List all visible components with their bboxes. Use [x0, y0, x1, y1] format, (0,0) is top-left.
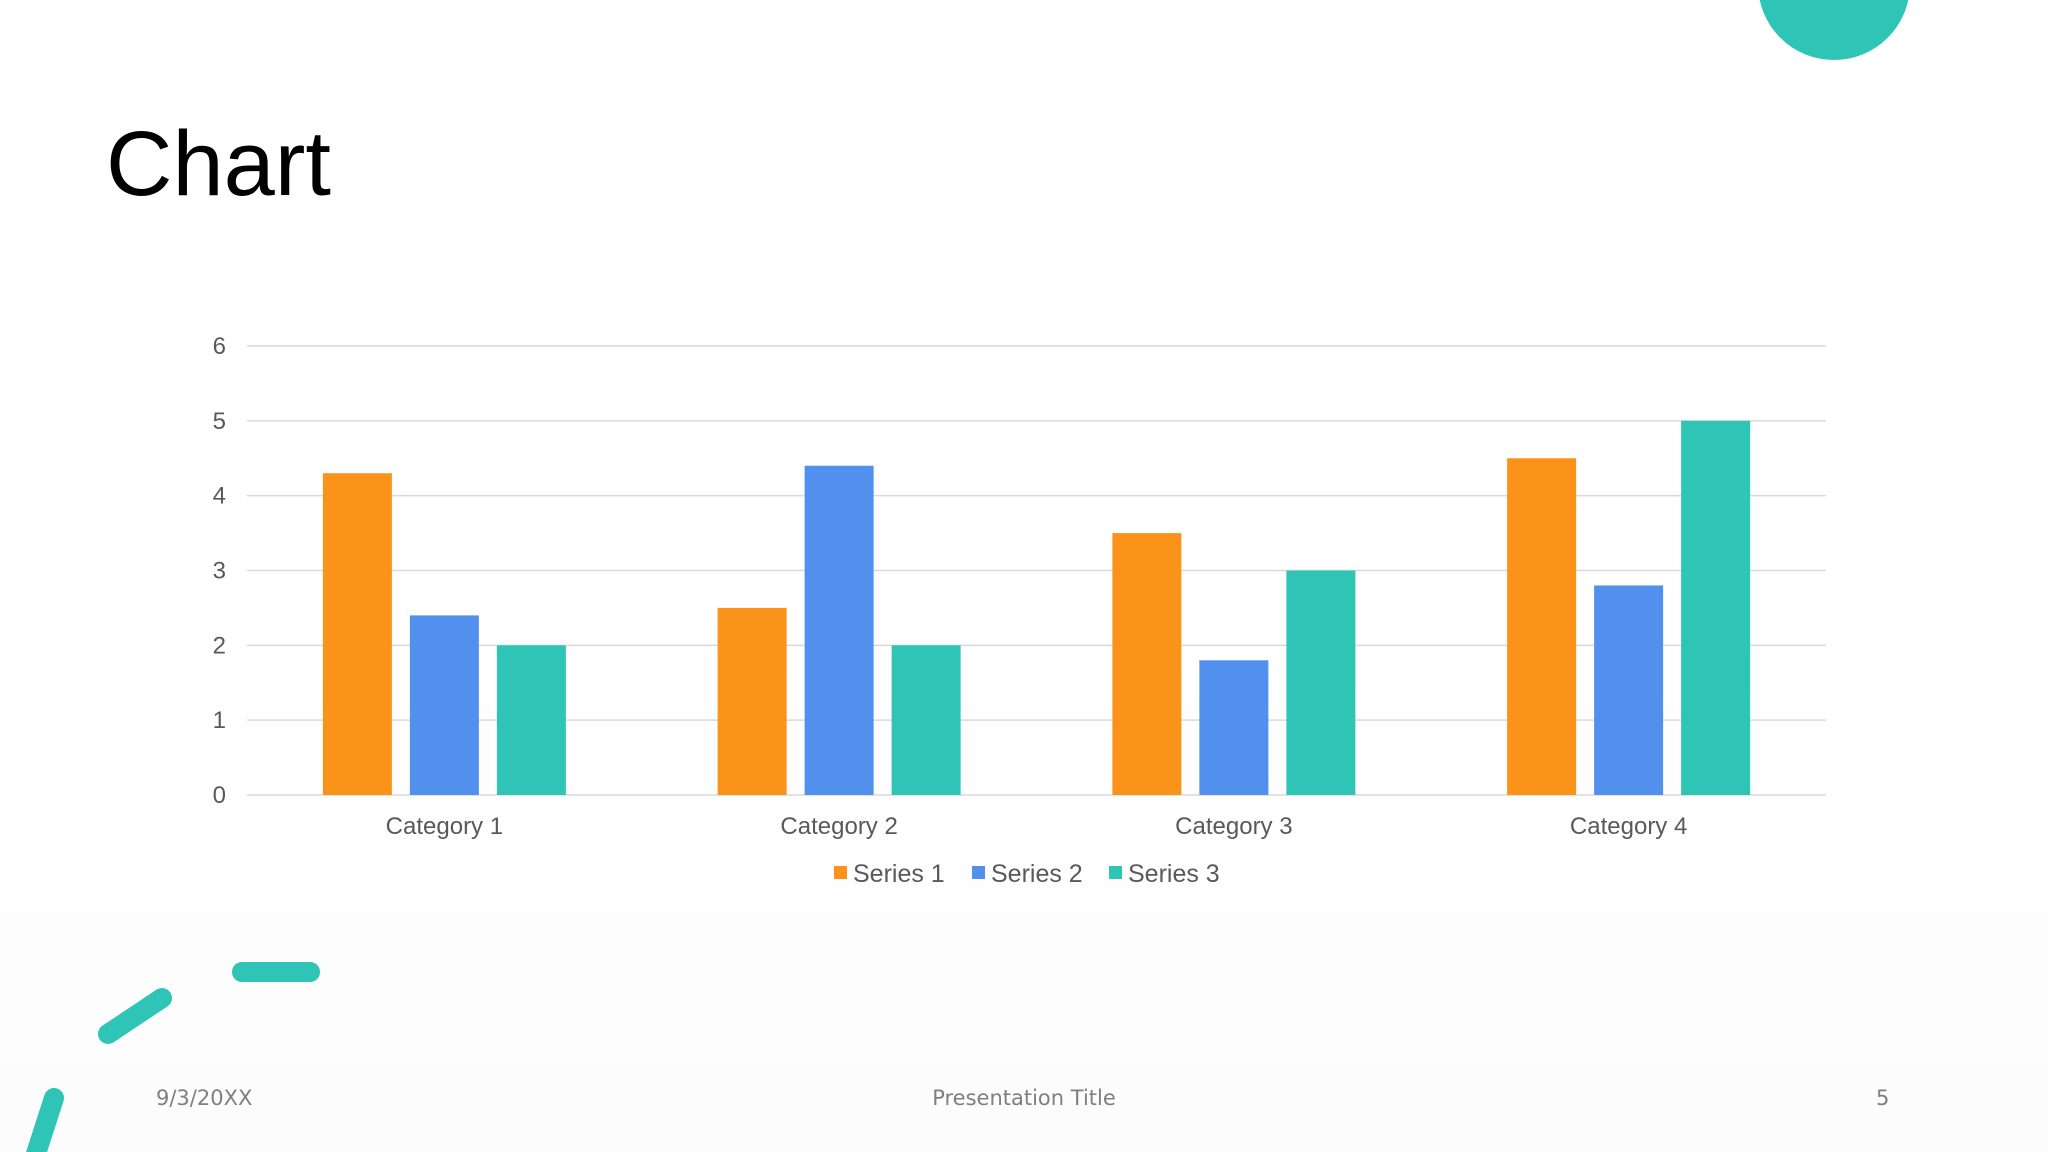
- bar-3-category-4: [1681, 420, 1751, 795]
- y-tick-label: 0: [213, 782, 226, 809]
- bar-2-category-1: [409, 615, 479, 795]
- y-axis-ticks: 0 1 2 3 4 5 6: [213, 333, 226, 809]
- y-tick-label: 3: [213, 558, 226, 585]
- bar-3-category-1: [496, 645, 566, 795]
- bar-1-category-4: [1507, 458, 1577, 795]
- bar-2-category-4: [1594, 585, 1664, 795]
- legend: Series 1 Series 2 Series 3: [834, 860, 1220, 888]
- bar-2-category-3: [1199, 660, 1269, 795]
- legend-swatch-series-2: [972, 866, 985, 879]
- footer-page-number: 5: [1876, 1086, 1890, 1110]
- gridlines: [247, 345, 1826, 796]
- legend-label-series-3: Series 3: [1128, 860, 1220, 888]
- footer-date: 9/3/20XX: [156, 1086, 253, 1110]
- legend-swatch-series-1: [834, 866, 847, 879]
- y-tick-label: 4: [213, 483, 226, 510]
- legend-label-series-1: Series 1: [853, 860, 945, 888]
- bars: [322, 420, 1751, 795]
- x-tick-label: Category 2: [780, 813, 897, 840]
- footer-presentation-title: Presentation Title: [932, 1086, 1116, 1110]
- y-tick-label: 6: [213, 333, 226, 360]
- y-tick-label: 2: [213, 632, 226, 659]
- x-tick-label: Category 4: [1570, 813, 1687, 840]
- bar-3-category-2: [891, 645, 961, 795]
- x-tick-label: Category 3: [1175, 813, 1292, 840]
- bar-1-category-1: [322, 473, 392, 795]
- y-tick-label: 5: [213, 408, 226, 435]
- x-axis-ticks: Category 1 Category 2 Category 3 Category 4: [386, 813, 1688, 840]
- slide-title: Chart: [106, 113, 331, 215]
- legend-label-series-2: Series 2: [991, 860, 1083, 888]
- bar-1-category-3: [1112, 533, 1182, 795]
- legend-swatch-series-3: [1109, 866, 1122, 879]
- bar-2-category-2: [804, 465, 874, 795]
- y-tick-label: 1: [213, 707, 226, 734]
- x-tick-label: Category 1: [386, 813, 503, 840]
- bar-1-category-2: [717, 607, 787, 795]
- bar-3-category-3: [1286, 570, 1356, 795]
